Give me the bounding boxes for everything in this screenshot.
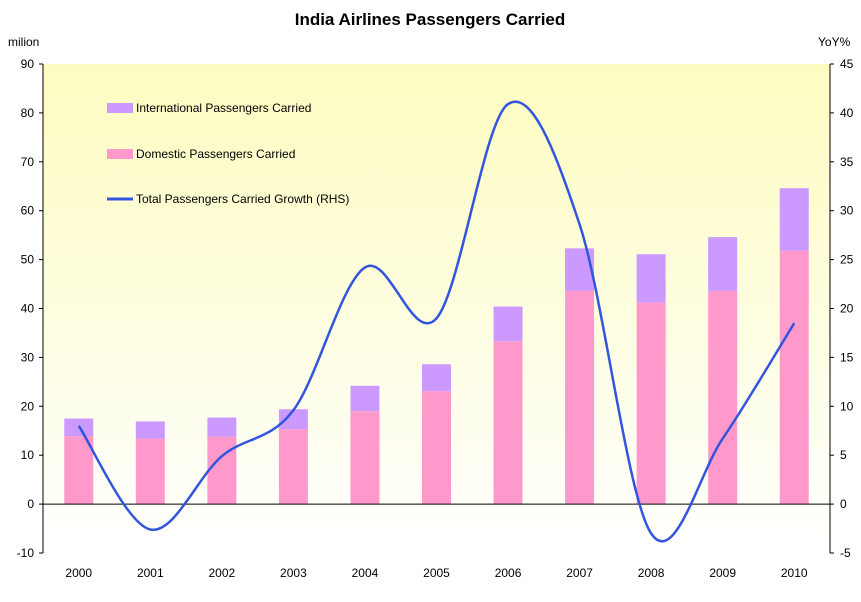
x-tick-label: 2005 [423,566,450,580]
right-tick-label: 15 [840,350,854,364]
left-tick-label: 70 [21,155,35,169]
x-tick-label: 2009 [709,566,736,580]
bar-international-2006 [493,306,523,342]
bar-domestic-2005 [422,391,451,505]
legend-label: International Passengers Carried [136,101,311,115]
growth-line [77,100,796,543]
bar-international-2007 [565,248,595,291]
bar-international-2002 [207,417,237,437]
left-tick-label: 10 [21,448,35,462]
x-tick-label: 2002 [209,566,236,580]
right-tick-label: 25 [840,253,854,267]
x-tick-label: 2003 [280,566,307,580]
bar-domestic-2010 [779,250,809,505]
bar-domestic-2007 [565,290,595,505]
bar-domestic-2000 [64,436,94,505]
bar-domestic-2001 [135,438,165,505]
right-tick-label: 45 [840,57,854,71]
left-tick-label: 20 [21,399,35,413]
chart-title: India Airlines Passengers Carried [295,10,566,29]
x-tick-label: 2004 [352,566,379,580]
bar-international-2005 [422,364,451,392]
left-tick-label: -10 [17,546,35,560]
right-tick-label: 5 [840,448,847,462]
bar-international-2009 [708,237,738,291]
right-axis-unit: YoY% [818,35,851,49]
legend-label: Total Passengers Carried Growth (RHS) [136,192,349,206]
right-tick-label: 20 [840,302,854,316]
x-tick-label: 2001 [137,566,164,580]
right-tick-label: 35 [840,155,854,169]
bar-international-2003 [278,409,308,430]
bar-international-2001 [135,421,165,439]
x-tick-label: 2000 [65,566,92,580]
legend-swatch [107,149,133,159]
legend-label: Domestic Passengers Carried [136,147,295,161]
growth-line-layer [77,100,796,543]
bars-layer [64,188,809,505]
right-tick-label: 30 [840,204,854,218]
right-tick-label: -5 [840,546,851,560]
right-tick-label: 10 [840,399,854,413]
axes-layer: -10 0 10 20 30 40 50 60 70 80 90 -5 0 5 10 15 20 25 30 35 40… [17,57,854,580]
bar-domestic-2003 [278,429,308,505]
bar-domestic-2009 [708,290,738,505]
left-tick-label: 0 [27,497,34,511]
bar-domestic-2006 [493,341,523,505]
bar-international-2004 [350,385,380,412]
bar-domestic-2002 [207,436,237,505]
legend-swatch [107,103,133,113]
right-tick-label: 40 [840,106,854,120]
left-tick-label: 50 [21,253,35,267]
bar-domestic-2008 [636,302,666,505]
left-axis-unit: milion [8,35,39,49]
left-tick-label: 40 [21,302,35,316]
right-tick-label: 0 [840,497,847,511]
x-tick-label: 2008 [638,566,665,580]
bar-domestic-2004 [350,411,380,505]
bar-international-2008 [636,254,666,303]
left-tick-label: 90 [21,57,35,71]
left-tick-label: 60 [21,204,35,218]
left-tick-label: 80 [21,106,35,120]
x-tick-label: 2010 [781,566,808,580]
left-tick-label: 30 [21,350,35,364]
x-tick-label: 2006 [495,566,522,580]
legend: International Passengers Carried Domestic… [107,101,349,206]
bar-international-2010 [779,188,809,251]
x-tick-label: 2007 [566,566,593,580]
